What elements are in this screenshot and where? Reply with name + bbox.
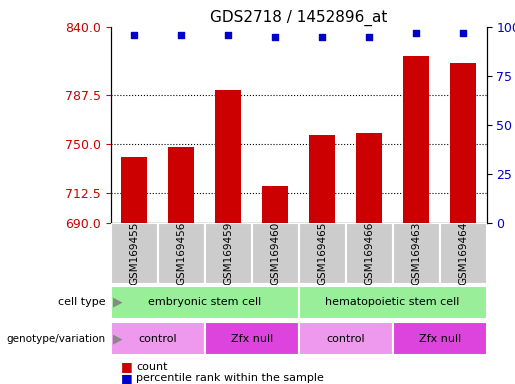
Text: genotype/variation: genotype/variation [7, 334, 106, 344]
FancyBboxPatch shape [111, 323, 204, 355]
Point [271, 34, 279, 40]
FancyBboxPatch shape [346, 223, 392, 284]
Text: ■: ■ [121, 360, 133, 373]
FancyBboxPatch shape [204, 223, 252, 284]
Point [412, 30, 420, 36]
FancyBboxPatch shape [392, 323, 487, 355]
Bar [403, 56, 429, 223]
Bar [168, 147, 194, 223]
Text: GSM169466: GSM169466 [364, 222, 374, 285]
Point [318, 34, 327, 40]
Title: GDS2718 / 1452896_at: GDS2718 / 1452896_at [210, 9, 387, 25]
FancyBboxPatch shape [299, 323, 392, 355]
Text: Zfx null: Zfx null [419, 334, 461, 344]
Point [365, 34, 373, 40]
Text: embryonic stem cell: embryonic stem cell [148, 297, 261, 308]
FancyBboxPatch shape [392, 223, 440, 284]
Point [224, 31, 232, 38]
Bar [215, 89, 241, 223]
Bar [122, 157, 147, 223]
Text: count: count [136, 362, 168, 372]
Text: GSM169459: GSM169459 [223, 222, 233, 285]
FancyBboxPatch shape [440, 223, 487, 284]
FancyBboxPatch shape [111, 286, 299, 319]
Bar [310, 135, 335, 223]
Text: GSM169455: GSM169455 [129, 222, 139, 285]
Bar [356, 132, 382, 223]
FancyBboxPatch shape [204, 323, 299, 355]
Point [459, 30, 467, 36]
FancyBboxPatch shape [158, 223, 204, 284]
Text: ▶: ▶ [113, 333, 123, 345]
FancyBboxPatch shape [252, 223, 299, 284]
Bar [262, 186, 288, 223]
Text: hematopoietic stem cell: hematopoietic stem cell [325, 297, 460, 308]
FancyBboxPatch shape [299, 286, 487, 319]
Text: GSM169465: GSM169465 [317, 222, 327, 285]
Text: GSM169463: GSM169463 [411, 222, 421, 285]
Text: GSM169460: GSM169460 [270, 222, 280, 285]
Text: control: control [139, 334, 177, 344]
Text: ■: ■ [121, 372, 133, 384]
Text: GSM169456: GSM169456 [176, 222, 186, 285]
Point [177, 31, 185, 38]
Text: GSM169464: GSM169464 [458, 222, 468, 285]
Point [130, 31, 139, 38]
Text: percentile rank within the sample: percentile rank within the sample [136, 373, 324, 383]
Text: control: control [327, 334, 365, 344]
Text: cell type: cell type [58, 297, 106, 308]
Bar [450, 63, 476, 223]
FancyBboxPatch shape [111, 223, 158, 284]
FancyBboxPatch shape [299, 223, 346, 284]
Text: ▶: ▶ [113, 296, 123, 309]
Text: Zfx null: Zfx null [231, 334, 273, 344]
